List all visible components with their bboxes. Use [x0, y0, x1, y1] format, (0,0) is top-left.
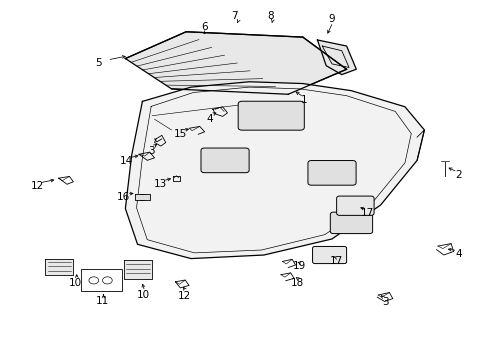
Text: 17: 17 [360, 208, 373, 218]
Text: 10: 10 [137, 290, 150, 300]
Text: 6: 6 [201, 22, 207, 32]
Text: 1: 1 [300, 95, 306, 105]
Text: 14: 14 [120, 157, 133, 166]
Text: 16: 16 [117, 192, 130, 202]
Polygon shape [135, 194, 149, 200]
Text: 15: 15 [173, 129, 186, 139]
Text: 4: 4 [454, 249, 461, 259]
Text: 18: 18 [290, 278, 303, 288]
Text: 19: 19 [292, 261, 305, 271]
Text: 5: 5 [95, 58, 102, 68]
FancyBboxPatch shape [336, 196, 373, 215]
Text: 2: 2 [454, 170, 461, 180]
FancyBboxPatch shape [201, 148, 248, 173]
Text: 7: 7 [231, 12, 238, 21]
FancyBboxPatch shape [238, 101, 304, 130]
Text: 8: 8 [267, 12, 273, 21]
Text: 12: 12 [177, 291, 190, 301]
Text: 13: 13 [154, 179, 167, 189]
Text: 17: 17 [329, 256, 343, 266]
FancyBboxPatch shape [329, 212, 372, 234]
Text: 10: 10 [69, 278, 81, 288]
Polygon shape [125, 82, 424, 258]
Polygon shape [317, 40, 356, 75]
Text: 4: 4 [206, 113, 212, 123]
FancyBboxPatch shape [307, 161, 355, 185]
Text: 12: 12 [31, 181, 44, 192]
Bar [81, 269, 122, 292]
Polygon shape [125, 32, 346, 94]
Text: 9: 9 [328, 14, 335, 23]
Polygon shape [123, 260, 152, 279]
FancyBboxPatch shape [312, 247, 346, 264]
Text: 3: 3 [382, 297, 388, 307]
Text: 11: 11 [96, 296, 109, 306]
Text: 3: 3 [147, 146, 154, 156]
Polygon shape [45, 258, 73, 275]
